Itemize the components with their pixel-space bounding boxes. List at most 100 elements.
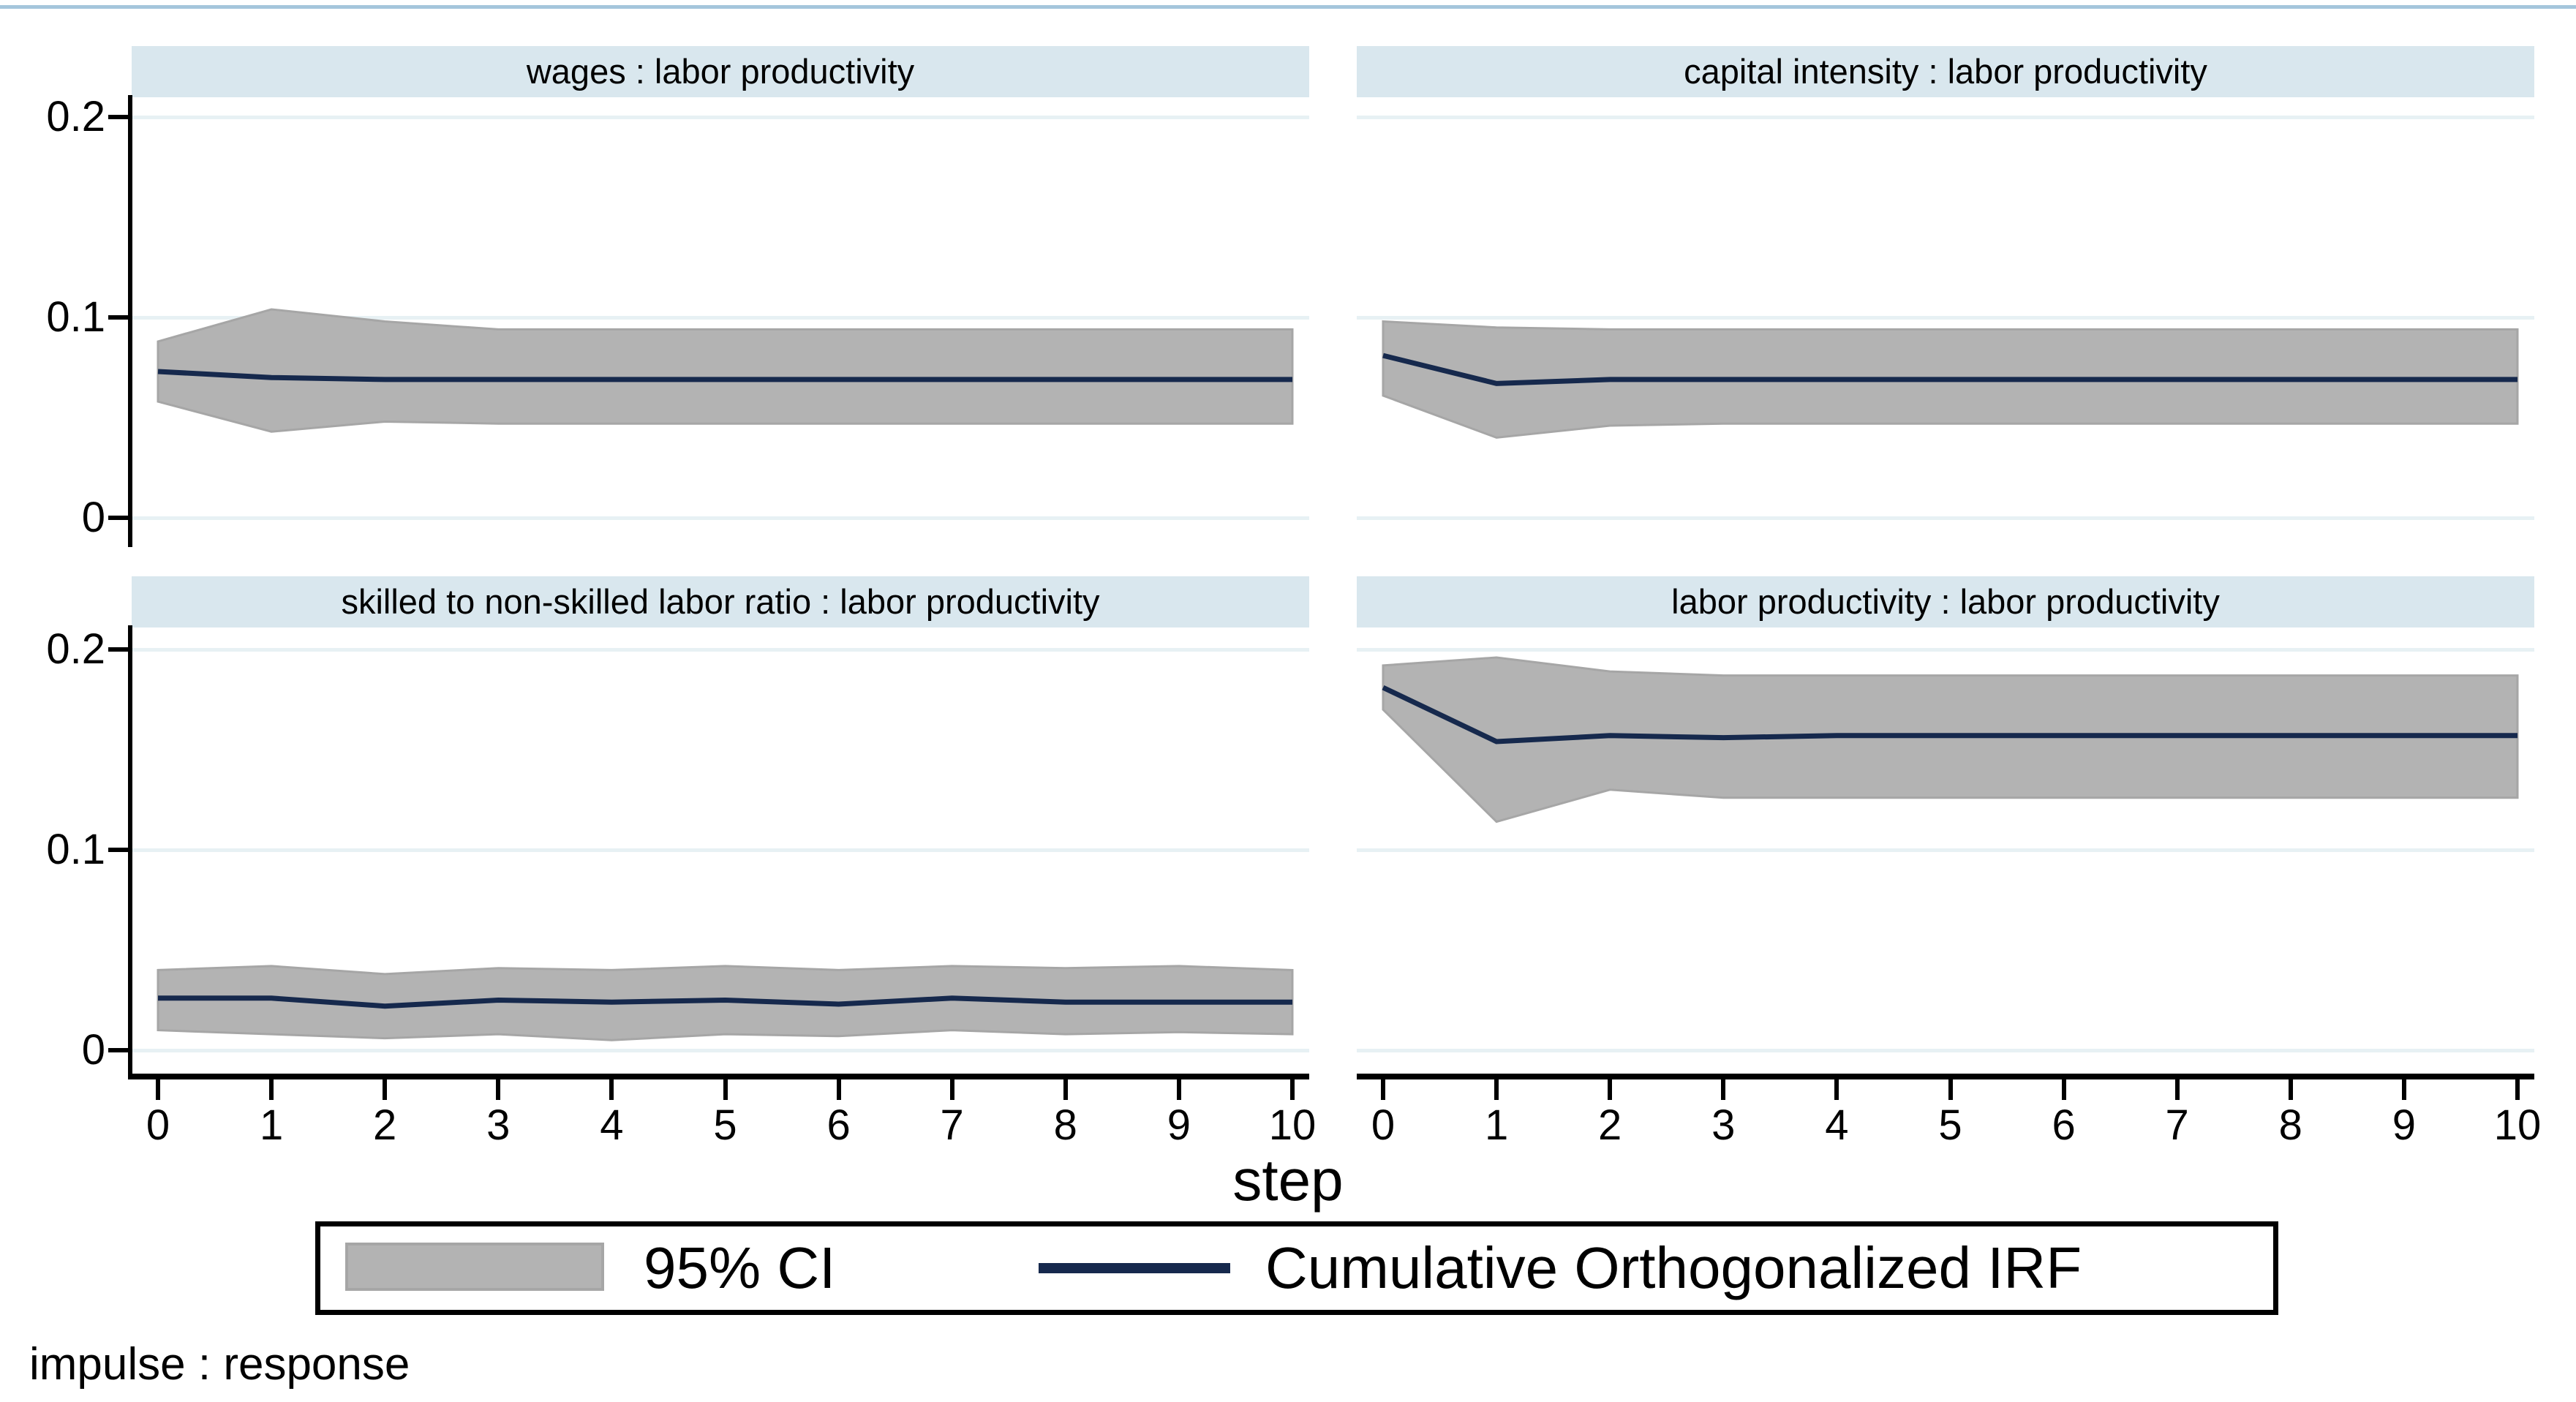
x-tick — [2061, 1079, 2066, 1100]
irf-line — [1382, 353, 2517, 386]
x-tick-label: 5 — [713, 1101, 737, 1149]
y-tick — [108, 1048, 132, 1052]
y-tick — [108, 516, 132, 520]
panel-title: labor productivity : labor productivity — [1357, 576, 2534, 627]
ci-band — [157, 308, 1294, 433]
x-tick-label: 7 — [940, 1101, 964, 1149]
x-axis — [132, 1074, 1309, 1079]
x-tick-label: 0 — [1371, 1101, 1396, 1149]
x-tick-label: 5 — [1938, 1101, 1962, 1149]
x-tick-label: 4 — [600, 1101, 624, 1149]
x-tick — [723, 1079, 728, 1100]
x-tick — [1381, 1079, 1385, 1100]
panel-canvas — [1382, 656, 2519, 824]
top-rule — [0, 5, 2576, 9]
x-tick-label: 6 — [826, 1101, 851, 1149]
panel-title: skilled to non-skilled labor ratio : lab… — [132, 576, 1309, 627]
y-tick-label: 0.2 — [46, 93, 105, 140]
impulse-response-note: impulse : response — [29, 1339, 410, 1390]
x-tick-label: 8 — [1053, 1101, 1077, 1149]
x-tick-label: 2 — [1598, 1101, 1622, 1149]
y-axis — [128, 625, 132, 1079]
gridline-0 — [1357, 516, 2534, 520]
x-tick — [1176, 1079, 1181, 1100]
x-tick-label: 6 — [2052, 1101, 2076, 1149]
x-tick-label: 2 — [373, 1101, 397, 1149]
x-axis — [1357, 1074, 2534, 1079]
plot-area — [132, 97, 1309, 543]
legend: 95% CI Cumulative Orthogonalized IRF — [315, 1221, 2278, 1315]
x-tick-label: 10 — [2493, 1101, 2542, 1149]
panel-canvas — [1382, 320, 2519, 439]
plot-area — [132, 627, 1309, 1074]
x-tick-label: 4 — [1825, 1101, 1849, 1149]
y-tick-label: 0 — [81, 1026, 105, 1074]
x-tick — [2288, 1079, 2293, 1100]
legend-irf-line-sample — [1039, 1263, 1230, 1273]
x-tick — [2515, 1079, 2520, 1100]
gridline-0.2 — [1357, 648, 2534, 652]
x-tick — [1608, 1079, 1613, 1100]
x-tick-label: 3 — [486, 1101, 511, 1149]
irf-line — [157, 369, 1292, 382]
x-tick-label: 3 — [1711, 1101, 1736, 1149]
gridline-0.1 — [132, 848, 1309, 852]
x-tick — [1494, 1079, 1499, 1100]
panel-canvas — [157, 308, 1294, 433]
legend-ci-label: 95% CI — [644, 1235, 836, 1300]
x-tick-label: 10 — [1268, 1101, 1317, 1149]
y-tick-label: 0.1 — [46, 293, 105, 341]
plot-area — [1357, 627, 2534, 1074]
y-axis — [128, 95, 132, 547]
y-tick — [108, 315, 132, 320]
x-tick-label: 9 — [2392, 1101, 2417, 1149]
legend-ci-swatch — [345, 1243, 604, 1291]
x-tick-label: 7 — [2165, 1101, 2189, 1149]
gridline-0.2 — [132, 116, 1309, 119]
x-tick — [1721, 1079, 1726, 1100]
x-tick — [496, 1079, 501, 1100]
x-tick-label: 1 — [1484, 1101, 1509, 1149]
gridline-0.2 — [1357, 116, 2534, 119]
x-tick — [1290, 1079, 1295, 1100]
gridline-0 — [132, 516, 1309, 520]
x-tick-label: 0 — [146, 1101, 170, 1149]
gridline-0.1 — [1357, 848, 2534, 852]
panel-canvas — [157, 965, 1294, 1041]
ci-band — [157, 965, 1294, 1041]
x-tick-label: 9 — [1167, 1101, 1191, 1149]
gridline-0 — [1357, 1049, 2534, 1052]
x-tick — [269, 1079, 274, 1100]
y-tick — [108, 647, 132, 652]
x-tick — [383, 1079, 388, 1100]
gridline-0.2 — [132, 648, 1309, 652]
x-tick — [2174, 1079, 2180, 1100]
x-tick — [836, 1079, 841, 1100]
gridline-0.1 — [1357, 316, 2534, 320]
plot-area — [1357, 97, 2534, 543]
x-tick-label: 8 — [2278, 1101, 2302, 1149]
ci-band — [1382, 656, 2519, 824]
y-tick — [108, 848, 132, 852]
legend-irf-label: Cumulative Orthogonalized IRF — [1265, 1235, 2082, 1300]
x-tick — [2401, 1079, 2406, 1100]
y-tick-label: 0 — [81, 494, 105, 541]
x-tick — [1063, 1079, 1068, 1100]
x-tick — [1834, 1079, 1839, 1100]
y-tick-label: 0.2 — [46, 625, 105, 673]
x-axis-title: step — [1232, 1147, 1344, 1213]
panel-title: capital intensity : labor productivity — [1357, 46, 2534, 97]
x-tick — [609, 1079, 614, 1100]
x-tick — [156, 1079, 160, 1100]
y-tick — [108, 115, 132, 119]
irf-line — [158, 995, 1292, 1009]
panel-title: wages : labor productivity — [132, 46, 1309, 97]
gridline-0.1 — [132, 316, 1309, 320]
x-tick-label: 1 — [259, 1101, 284, 1149]
irf-line — [1382, 685, 2517, 745]
gridline-0 — [132, 1049, 1309, 1052]
x-tick — [949, 1079, 954, 1100]
x-tick — [1948, 1079, 1953, 1100]
y-tick-label: 0.1 — [46, 826, 105, 873]
